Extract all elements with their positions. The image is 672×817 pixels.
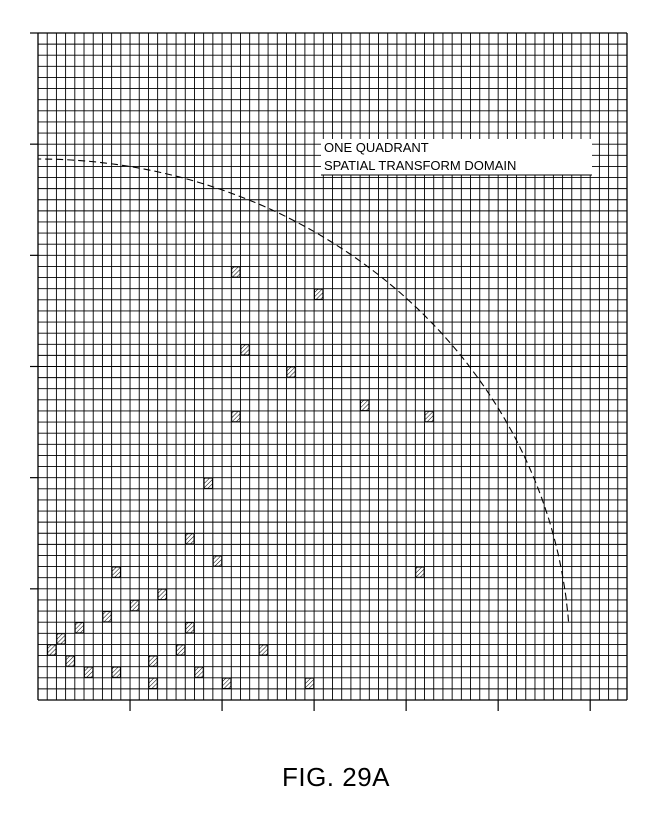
hatched-cell xyxy=(131,601,139,611)
hatched-cell xyxy=(186,534,194,544)
hatched-cell xyxy=(57,634,65,644)
hatched-cell xyxy=(213,556,221,566)
hatched-cell xyxy=(66,656,74,666)
hatched-cell xyxy=(241,345,249,355)
hatched-cell xyxy=(149,656,157,666)
hatched-cell xyxy=(186,623,194,633)
hatched-cell xyxy=(232,267,240,277)
hatched-cell xyxy=(158,589,166,599)
hatched-cell xyxy=(48,645,56,655)
hatched-cell xyxy=(259,645,267,655)
hatched-cell xyxy=(361,400,369,410)
hatched-cell xyxy=(204,478,212,488)
hatched-cell xyxy=(425,412,433,422)
hatched-cell xyxy=(232,412,240,422)
hatched-cell xyxy=(305,678,313,688)
hatched-cell xyxy=(315,289,323,299)
hatched-cell xyxy=(287,367,295,377)
hatched-cell xyxy=(223,678,231,688)
grid-lines xyxy=(38,33,627,700)
hatched-cell xyxy=(195,667,203,677)
figure-caption: FIG. 29A xyxy=(0,762,672,793)
hatched-cell xyxy=(103,612,111,622)
hatched-cell xyxy=(75,623,83,633)
hatched-cell xyxy=(149,678,157,688)
hatched-cell xyxy=(85,667,93,677)
hatched-cell xyxy=(177,645,185,655)
hatched-cell xyxy=(416,567,424,577)
annotation-label: ONE QUADRANT SPATIAL TRANSFORM DOMAIN xyxy=(321,139,592,175)
hatched-cell xyxy=(112,567,120,577)
hatched-cell xyxy=(112,667,120,677)
annotation-line-2: SPATIAL TRANSFORM DOMAIN xyxy=(324,158,516,173)
annotation-line-1: ONE QUADRANT xyxy=(324,140,429,155)
axis-ticks xyxy=(30,33,590,711)
